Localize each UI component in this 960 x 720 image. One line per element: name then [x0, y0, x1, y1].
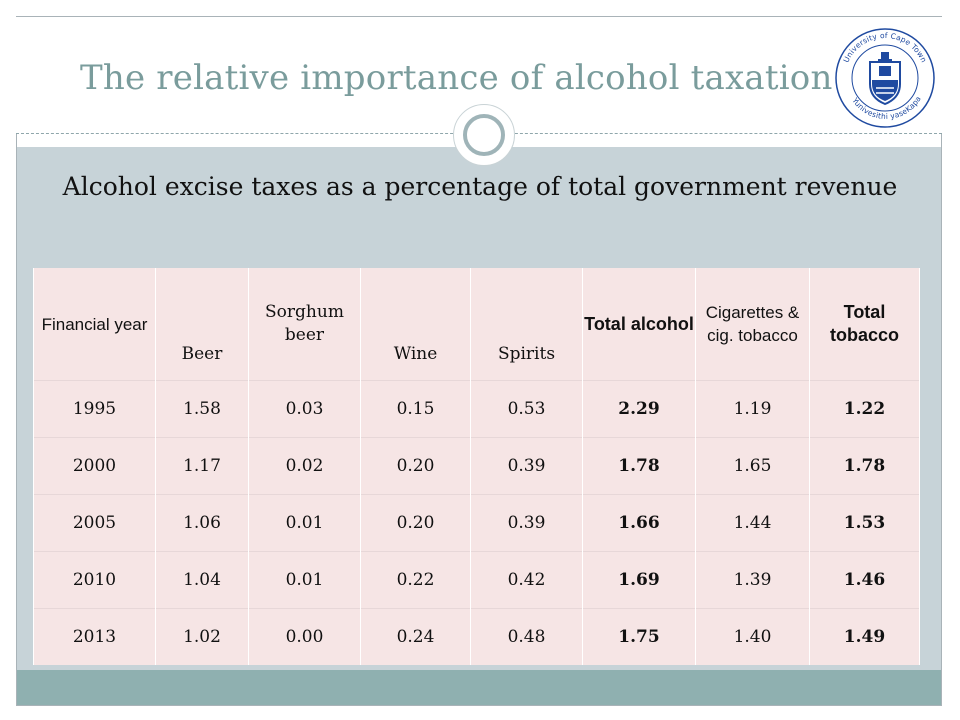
table-row: 2010 1.04 0.01 0.22 0.42 1.69 1.39 1.46	[33, 551, 920, 609]
header-beer: Beer	[155, 268, 249, 381]
cell-sorghum-beer: 0.01	[248, 494, 361, 552]
revenue-table: Financial year Beer Sorghum beer Wine Sp…	[33, 268, 920, 665]
cell-wine: 0.20	[360, 494, 471, 552]
cell-total-tobacco: 1.53	[809, 494, 920, 552]
cell-spirits: 0.53	[470, 380, 583, 438]
cell-cigarettes: 1.40	[695, 608, 810, 665]
cell-spirits: 0.42	[470, 551, 583, 609]
cell-year: 2013	[33, 608, 156, 665]
cell-total-alcohol: 1.66	[582, 494, 696, 552]
table-row: 1995 1.58 0.03 0.15 0.53 2.29 1.19 1.22	[33, 380, 920, 438]
cell-year: 2000	[33, 437, 156, 495]
cell-total-tobacco: 1.49	[809, 608, 920, 665]
cell-total-alcohol: 1.78	[582, 437, 696, 495]
cell-cigarettes: 1.65	[695, 437, 810, 495]
cell-year: 2010	[33, 551, 156, 609]
cell-total-tobacco: 1.22	[809, 380, 920, 438]
cell-beer: 1.06	[155, 494, 249, 552]
cell-beer: 1.58	[155, 380, 249, 438]
slide-title: The relative importance of alcohol taxat…	[80, 58, 833, 98]
table-subtitle: Alcohol excise taxes as a percentage of …	[62, 172, 898, 201]
cell-wine: 0.22	[360, 551, 471, 609]
table-row: 2005 1.06 0.01 0.20 0.39 1.66 1.44 1.53	[33, 494, 920, 552]
cell-sorghum-beer: 0.01	[248, 551, 361, 609]
cell-sorghum-beer: 0.00	[248, 608, 361, 665]
header-financial-year: Financial year	[33, 268, 156, 381]
header-total-alcohol: Total alcohol	[582, 268, 696, 381]
table-header-row: Financial year Beer Sorghum beer Wine Sp…	[33, 268, 920, 381]
cell-cigarettes: 1.39	[695, 551, 810, 609]
cell-total-tobacco: 1.78	[809, 437, 920, 495]
cell-cigarettes: 1.19	[695, 380, 810, 438]
header-wine: Wine	[360, 268, 471, 381]
header-total-tobacco: Total tobacco	[809, 268, 920, 381]
cell-total-alcohol: 1.75	[582, 608, 696, 665]
cell-year: 1995	[33, 380, 156, 438]
table-row: 2013 1.02 0.00 0.24 0.48 1.75 1.40 1.49	[33, 608, 920, 665]
header-spirits: Spirits	[470, 268, 583, 381]
cell-wine: 0.15	[360, 380, 471, 438]
cell-wine: 0.24	[360, 608, 471, 665]
cell-sorghum-beer: 0.03	[248, 380, 361, 438]
cell-total-tobacco: 1.46	[809, 551, 920, 609]
cell-beer: 1.02	[155, 608, 249, 665]
cell-wine: 0.20	[360, 437, 471, 495]
cell-beer: 1.04	[155, 551, 249, 609]
cell-sorghum-beer: 0.02	[248, 437, 361, 495]
cell-spirits: 0.48	[470, 608, 583, 665]
cell-spirits: 0.39	[470, 437, 583, 495]
cell-cigarettes: 1.44	[695, 494, 810, 552]
cell-total-alcohol: 1.69	[582, 551, 696, 609]
cell-total-alcohol: 2.29	[582, 380, 696, 438]
header-sorghum-beer: Sorghum beer	[248, 268, 361, 381]
decorative-ring-icon	[463, 114, 505, 156]
footer-band	[17, 670, 941, 705]
cell-beer: 1.17	[155, 437, 249, 495]
table-row: 2000 1.17 0.02 0.20 0.39 1.78 1.65 1.78	[33, 437, 920, 495]
university-crest-logo: University of Cape Town iYunivesithi yas…	[832, 22, 935, 128]
cell-year: 2005	[33, 494, 156, 552]
header-cigarettes: Cigarettes & cig. tobacco	[695, 268, 810, 381]
cell-spirits: 0.39	[470, 494, 583, 552]
